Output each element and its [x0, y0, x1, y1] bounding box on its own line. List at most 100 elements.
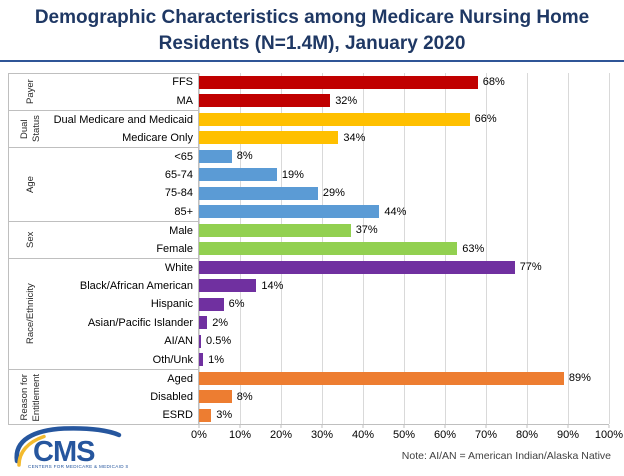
x-tick-mark — [198, 424, 200, 428]
category-label-75-84: 75-84 — [164, 187, 193, 200]
category-label-male: Male — [54, 221, 199, 240]
bar-row-male: 37% — [199, 221, 609, 240]
bar-row-ma: 32% — [199, 92, 609, 111]
bar-row-65: 8% — [199, 147, 609, 166]
group-label-reason-for-entitlement: Reason for Entitlement — [8, 369, 54, 425]
gridline — [486, 73, 487, 424]
bar-row-65-74: 19% — [199, 166, 609, 185]
bar-65-74 — [199, 168, 277, 182]
category-label-hispanic: Hispanic — [150, 298, 193, 311]
bar-row-85: 44% — [199, 203, 609, 222]
category-label-female: Female — [156, 242, 193, 255]
x-tick-label-20: 20% — [269, 428, 293, 441]
bar-row-medicare-only: 34% — [199, 129, 609, 148]
bar-row-ai-an: 0.5% — [199, 332, 609, 351]
chart-title-line2: Residents (N=1.4M), January 2020 — [158, 33, 466, 54]
cms-swoosh-gold-icon — [17, 434, 46, 467]
bar-row-ffs: 68% — [199, 73, 609, 92]
group-label-payer: Payer — [25, 79, 36, 104]
value-label-black-african-american: 14% — [261, 279, 284, 292]
value-label-hispanic: 6% — [228, 298, 245, 311]
bar-75-84 — [199, 186, 318, 200]
x-tick-label-70: 70% — [474, 428, 498, 441]
bar-row-asian-pacific-islander: 2% — [199, 314, 609, 333]
category-label-65: <65 — [54, 147, 199, 166]
category-label-asian-pacific-islander: Asian/Pacific Islander — [87, 316, 193, 329]
category-label-disabled: Disabled — [150, 390, 193, 403]
x-tick-mark — [485, 424, 487, 428]
bar-esrd — [199, 408, 212, 422]
value-label-65: 8% — [236, 150, 253, 163]
bar-row-dual-medicare-and-medicaid: 66% — [199, 110, 609, 129]
category-label-oth-unk: Oth/Unk — [152, 353, 193, 366]
bar-male — [199, 223, 351, 237]
cms-logo: CMS CENTERS FOR MEDICARE & MEDICAID SERV… — [6, 423, 151, 476]
bar-row-female: 63% — [199, 240, 609, 259]
value-label-asian-pacific-islander: 2% — [212, 316, 229, 329]
bar-row-white: 77% — [199, 258, 609, 277]
value-label-oth-unk: 1% — [208, 353, 224, 366]
x-tick-label-50: 50% — [392, 428, 416, 441]
category-label-ma: MA — [176, 94, 194, 107]
group-label-age: Age — [8, 147, 54, 221]
bar-row-75-84: 29% — [199, 184, 609, 203]
category-label-ffs: FFS — [172, 76, 193, 89]
x-tick-label-0: 0% — [191, 428, 207, 441]
category-label-ai-an: AI/AN — [164, 335, 193, 348]
x-tick-label-40: 40% — [351, 428, 375, 441]
category-label-dual-medicare-and-medicaid: Dual Medicare and Medicaid — [54, 110, 199, 129]
cms-logo-subtext: CENTERS FOR MEDICARE & MEDICAID SERVICES — [28, 464, 128, 469]
bar-aged — [199, 371, 564, 385]
bar-ffs — [199, 75, 478, 89]
value-label-esrd: 3% — [216, 409, 233, 422]
bar-ai-an — [199, 334, 202, 348]
gridline — [568, 73, 569, 424]
x-tick-mark — [403, 424, 405, 428]
x-tick-label-100: 100% — [594, 428, 624, 441]
bar-white — [199, 260, 515, 274]
chart-title-line1: Demographic Characteristics among Medica… — [34, 7, 590, 28]
bar-medicare-only — [199, 131, 339, 145]
chart-title: Demographic Characteristics among Medica… — [0, 0, 624, 57]
category-label-white: White — [54, 258, 199, 277]
x-tick-mark — [321, 424, 323, 428]
bar-chart: Payer FFS 68% MA 32% Dual Status Dual Medicare… — [8, 73, 624, 425]
x-tick-mark — [362, 424, 364, 428]
cms-logo-text: CMS — [33, 436, 95, 468]
category-label-esrd: ESRD — [162, 409, 193, 422]
category-label-black-african-american: Black/African American — [79, 279, 193, 292]
value-label-75-84: 29% — [322, 187, 345, 200]
bar-female — [199, 242, 458, 256]
value-label-ffs: 68% — [482, 76, 505, 89]
value-label-male: 37% — [355, 224, 378, 237]
bar-disabled — [199, 390, 232, 404]
title-divider — [0, 60, 624, 62]
x-tick-mark — [526, 424, 528, 428]
bar-row-hispanic: 6% — [199, 295, 609, 314]
bar-row-oth-unk: 1% — [199, 351, 609, 370]
bar-black-african-american — [199, 279, 257, 293]
group-label-race-ethnicity: Race/Ethnicity — [8, 258, 54, 369]
x-tick-mark — [608, 424, 610, 428]
gridline — [609, 73, 610, 424]
x-tick-label-80: 80% — [515, 428, 539, 441]
bar-dual-medicare-and-medicaid — [199, 112, 470, 126]
group-label-sex: Sex — [8, 221, 54, 258]
x-tick-mark — [239, 424, 241, 428]
cms-swoosh-blue-icon — [14, 426, 122, 464]
bar-65 — [199, 149, 232, 163]
bar-85 — [199, 205, 380, 219]
bar-asian-pacific-islander — [199, 316, 208, 330]
value-label-disabled: 8% — [236, 390, 253, 403]
bar-oth-unk — [199, 353, 204, 367]
x-tick-mark — [444, 424, 446, 428]
x-tick-label-90: 90% — [556, 428, 580, 441]
value-label-65-74: 19% — [281, 168, 304, 181]
value-label-medicare-only: 34% — [343, 131, 366, 144]
x-tick-mark — [567, 424, 569, 428]
bar-hispanic — [199, 297, 224, 311]
value-label-female: 63% — [462, 242, 485, 255]
x-tick-label-30: 30% — [310, 428, 334, 441]
category-label-65-74: 65-74 — [164, 168, 193, 181]
x-tick-mark — [280, 424, 282, 428]
